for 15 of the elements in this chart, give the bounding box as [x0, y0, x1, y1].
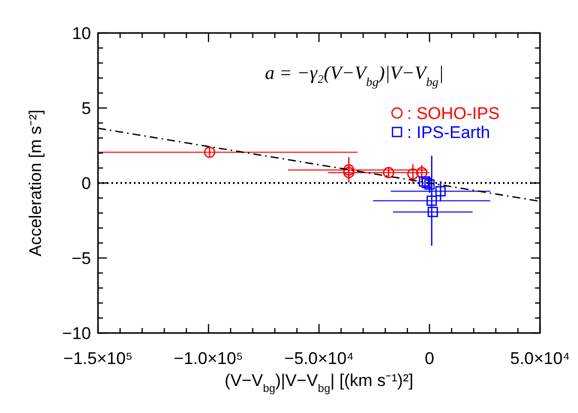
x-axis-title: (V−V$_{bg}$)|V−V$_{bg}$| [(km s⁻¹)²]	[224, 371, 414, 395]
y-tick-label: −10	[62, 324, 91, 343]
y-tick-label: 10	[72, 24, 91, 43]
legend-label: : SOHO-IPS	[407, 104, 500, 123]
x-tick-label: −5.0×10⁴	[284, 349, 354, 368]
y-tick-label: −5	[72, 249, 91, 268]
x-tick-label: 5.0×10⁴	[510, 349, 570, 368]
annotation: a = −γ₂(V−V$_{bg}$)|V−V$_{bg}$|	[265, 63, 444, 89]
x-tick-label: 0	[424, 349, 434, 368]
x-tick-label: −1.0×10⁵	[174, 349, 244, 368]
y-tick-label: 5	[82, 99, 91, 118]
y-tick-label: 0	[82, 174, 91, 193]
y-axis-title: Acceleration [m s⁻²]	[26, 110, 45, 256]
legend-label: : IPS-Earth	[407, 123, 490, 142]
x-tick-label: −1.5×10⁵	[63, 349, 133, 368]
